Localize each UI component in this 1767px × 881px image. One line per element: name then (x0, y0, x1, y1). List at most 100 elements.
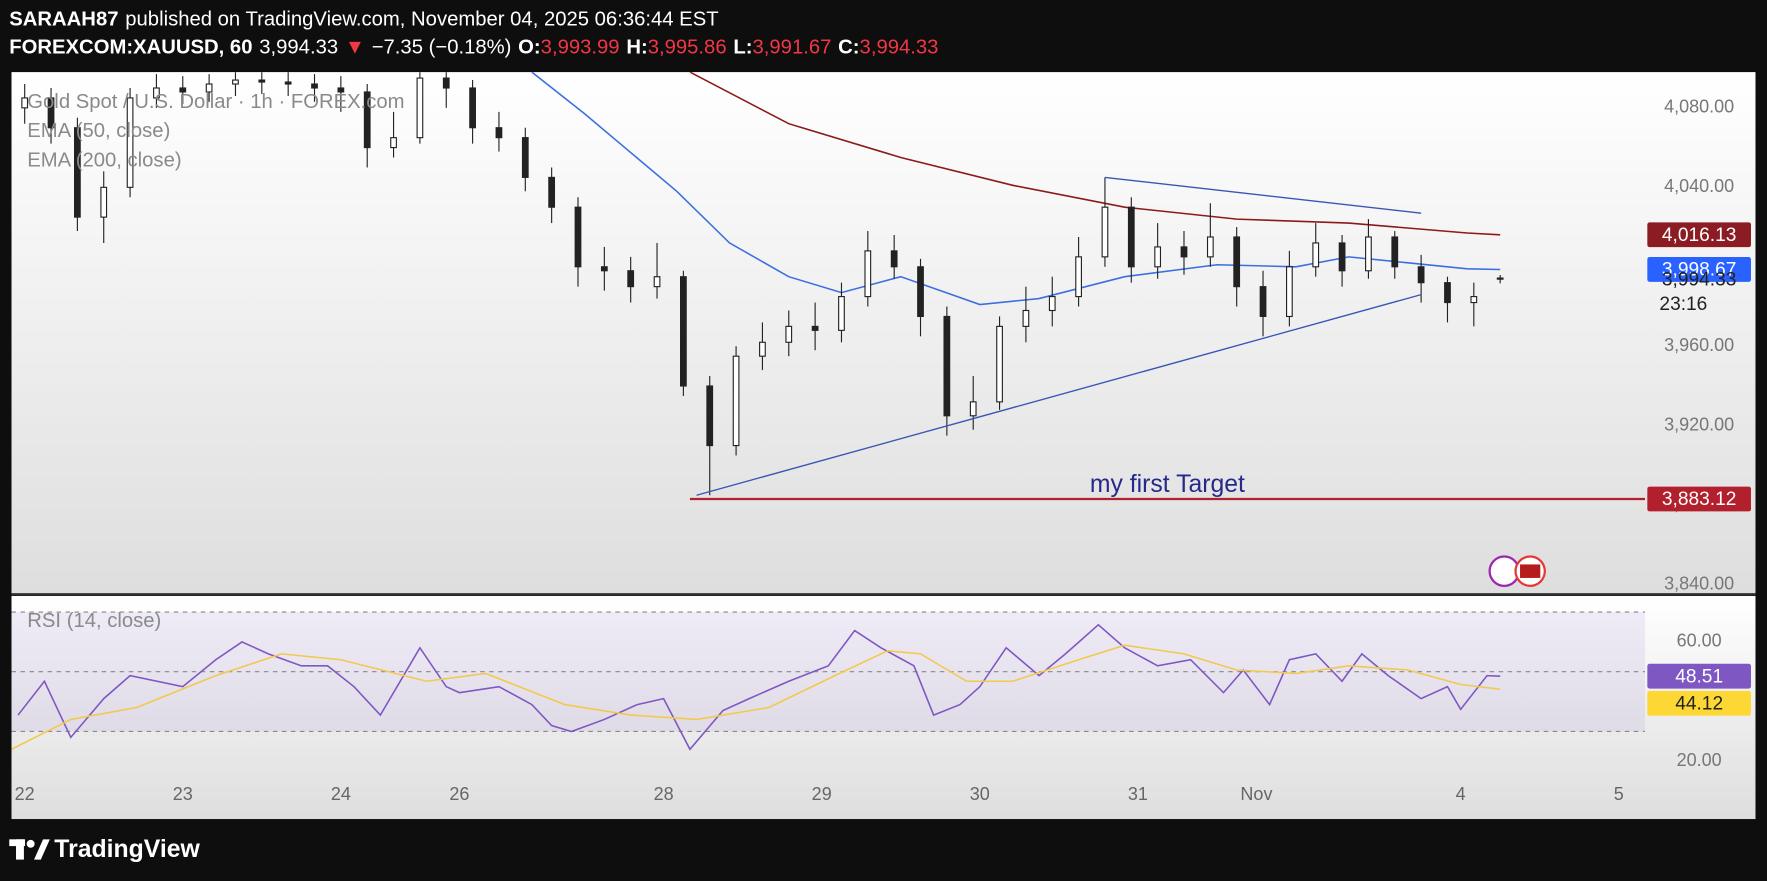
ema-price-label-bg (1647, 222, 1751, 248)
candle-body (1391, 236, 1399, 268)
ohlc-key: L: (733, 37, 752, 59)
legend-entry: EMA (50, close) (27, 120, 170, 142)
candle-body (732, 355, 740, 447)
overlay: 3,840.003,880.003,920.003,960.004,000.00… (15, 97, 1751, 804)
y-tick-label: 4,040.00 (1664, 176, 1734, 196)
ema-price-label-bg (1647, 257, 1751, 282)
x-tick-label: 23 (173, 784, 193, 804)
candle-body (390, 137, 397, 149)
candle-body (1127, 206, 1135, 268)
candle-body (495, 127, 503, 139)
candle-body (969, 401, 977, 417)
candle-body (1180, 246, 1188, 258)
candle-body (1312, 242, 1320, 268)
ema-line (531, 72, 1501, 306)
x-tick-label: 5 (1614, 784, 1624, 804)
rsi-line (11, 644, 1501, 751)
rsi-value-label-bg (1647, 663, 1751, 689)
ohlc-key: H: (626, 37, 647, 59)
candle-body (1365, 236, 1372, 272)
candle-body (890, 250, 898, 268)
x-tick-label: 31 (1128, 784, 1148, 804)
candle-body (653, 276, 661, 288)
change: −7.35 (−0.18%) (372, 37, 512, 59)
candle-body (337, 87, 345, 93)
rsi-value-label: 48.51 (1675, 666, 1723, 687)
candle-body (1101, 206, 1109, 258)
x-tick-label: 4 (1456, 784, 1466, 804)
ohlc-value: 3,994.33 (860, 37, 939, 59)
candle-body (1233, 236, 1241, 288)
y-tick-label: 3,920.00 (1664, 414, 1734, 434)
ohlc-value: 3,991.67 (753, 37, 832, 59)
rsi-line (17, 623, 1501, 751)
arrow: ▼ (345, 37, 365, 59)
candle-body (1338, 242, 1346, 272)
candle-body (1286, 266, 1293, 318)
candle-body (838, 296, 845, 331)
publish-line: SARAAH87 published on TradingView.com, No… (9, 9, 718, 31)
candle-body (258, 79, 266, 83)
last-price: 3,994.33 (1662, 269, 1737, 290)
candle-body (74, 127, 81, 218)
candle-body (1206, 236, 1214, 258)
candle-body (706, 385, 714, 447)
legend-entry: EMA (200, close) (27, 149, 181, 171)
ohlc-value: 3,995.86 (648, 37, 727, 59)
candle-body (284, 81, 292, 85)
candle-body (680, 276, 687, 387)
rsi-value-label: 44.12 (1675, 693, 1723, 714)
candle-body (1259, 286, 1267, 318)
candle-body (126, 97, 134, 188)
ohlc-value: 3,993.99 (541, 37, 620, 59)
candle-body (811, 325, 819, 331)
candle-body (996, 325, 1003, 403)
candle-body (1417, 266, 1425, 284)
event-icons (1488, 555, 1546, 587)
candle-body (574, 206, 582, 268)
x-tick-label: 22 (15, 784, 35, 804)
candle-body (179, 87, 187, 93)
candle-body (153, 87, 160, 99)
candle-body (363, 91, 371, 149)
candle-body (100, 186, 108, 218)
legend-title: Gold Spot / U.S. Dollar · 1h · FOREX.com (27, 91, 404, 113)
candle-body (627, 270, 635, 288)
x-tick-label: Nov (1240, 784, 1272, 804)
candle-body (917, 266, 924, 318)
candle-body (1154, 246, 1162, 268)
candle-body (1075, 256, 1082, 298)
candle-body (47, 97, 55, 129)
symbol-line: FOREXCOM:XAUUSD, 60 3,994.33 ▼ −7.35 (−0.18… (9, 37, 938, 59)
author: SARAAH87 (9, 9, 118, 31)
candle-body (1022, 309, 1030, 327)
x-tick-label: 26 (449, 784, 469, 804)
ema-price-label: 3,998.67 (1662, 260, 1737, 281)
rsi-pane (11, 595, 1756, 820)
candle-body (521, 137, 529, 178)
target-text: my first Target (1090, 471, 1245, 498)
ohlc-key: C: (838, 37, 859, 59)
y-tick-label: 3,840.00 (1664, 573, 1734, 593)
candle-body (1470, 296, 1478, 304)
candle-body (864, 250, 872, 298)
target-price-label: 3,883.12 (1662, 489, 1737, 510)
rsi-value-label-bg (1647, 690, 1751, 716)
trendline (1104, 176, 1422, 214)
candle-body (785, 325, 793, 343)
price-pane (11, 72, 1756, 594)
x-tick-label: 24 (331, 784, 351, 804)
candle-body (1444, 282, 1451, 304)
logo (9, 839, 50, 860)
price: 3,994.33 (259, 37, 338, 59)
candle-body (943, 315, 951, 417)
x-tick-label: 29 (812, 784, 832, 804)
y-tick-label: 20.00 (1677, 750, 1722, 770)
candle-body (232, 79, 239, 85)
price-plot (21, 72, 1646, 501)
symbol: FOREXCOM:XAUUSD, 60 (9, 37, 252, 59)
candle-body (205, 83, 213, 93)
ema-price-label: 4,016.13 (1662, 225, 1737, 246)
x-tick-label: 28 (654, 784, 674, 804)
